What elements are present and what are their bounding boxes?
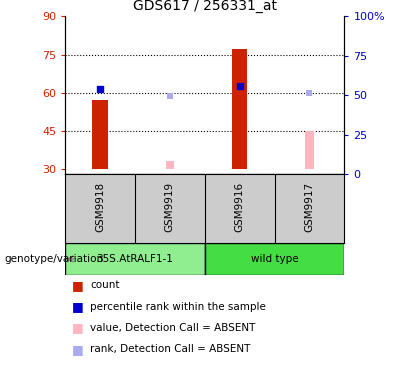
Text: value, Detection Call = ABSENT: value, Detection Call = ABSENT <box>90 323 256 333</box>
FancyBboxPatch shape <box>205 243 344 274</box>
Text: GSM9919: GSM9919 <box>165 182 175 232</box>
Text: genotype/variation: genotype/variation <box>4 254 103 264</box>
Text: rank, Detection Call = ABSENT: rank, Detection Call = ABSENT <box>90 344 251 354</box>
FancyBboxPatch shape <box>65 243 205 274</box>
Text: percentile rank within the sample: percentile rank within the sample <box>90 302 266 312</box>
Bar <box>165 161 174 169</box>
Text: wild type: wild type <box>251 254 298 264</box>
Text: ■: ■ <box>71 343 83 356</box>
Title: GDS617 / 256331_at: GDS617 / 256331_at <box>133 0 277 13</box>
Text: GSM9916: GSM9916 <box>235 182 245 232</box>
Text: ■: ■ <box>71 321 83 335</box>
Text: GSM9918: GSM9918 <box>95 182 105 232</box>
Bar <box>232 49 247 169</box>
Bar <box>305 131 314 169</box>
Text: ■: ■ <box>71 279 83 292</box>
Text: 35S.AtRALF1-1: 35S.AtRALF1-1 <box>97 254 173 264</box>
Text: count: count <box>90 280 120 291</box>
Text: GSM9917: GSM9917 <box>304 182 315 232</box>
Text: ■: ■ <box>71 300 83 313</box>
Bar <box>92 100 108 169</box>
